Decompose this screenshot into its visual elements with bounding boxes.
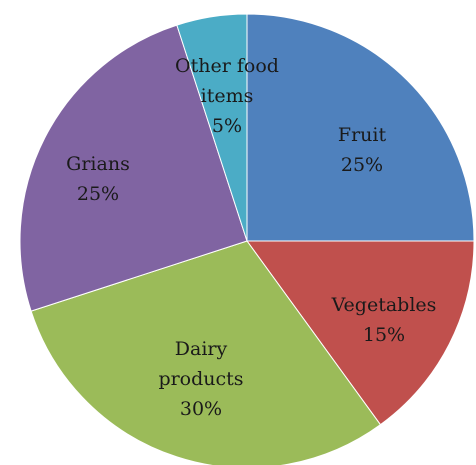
pie-slice-2 xyxy=(30,240,382,465)
pie-slice-label-4: Other food items 5% xyxy=(175,55,279,137)
pie-slice-4 xyxy=(176,13,248,242)
pie-slice-label-line: 15% xyxy=(363,324,405,346)
pie-slice-label-line: products xyxy=(158,368,243,390)
pie-slice-label-1: Vegetables 15% xyxy=(331,294,437,346)
pie-slice-3 xyxy=(19,24,248,312)
pie-slice-label-line: Fruit xyxy=(338,124,387,146)
pie-labels: Fruit 25% Vegetables 15% Dairy products 30% Gri… xyxy=(66,55,436,420)
pie-slice-label-line: 5% xyxy=(212,115,242,137)
pie-slice-0 xyxy=(246,13,475,242)
pie-slice-label-line: 25% xyxy=(77,183,119,205)
pie-slice-label-line: Other food xyxy=(175,55,279,77)
pie-slice-label-3: Grians 25% xyxy=(66,153,130,205)
pie-slice-label-line: Dairy xyxy=(175,338,228,360)
pie-slice-label-2: Dairy products 30% xyxy=(158,338,243,420)
pie-slice-label-line: Grians xyxy=(66,153,130,175)
pie-slice-label-0: Fruit 25% xyxy=(338,124,387,176)
pie-slice-label-line: Vegetables xyxy=(331,294,437,316)
pie-slice-1 xyxy=(246,240,475,426)
pie-slice-label-line: 30% xyxy=(180,398,222,420)
pie-slices xyxy=(19,13,475,465)
pie-slice-label-line: 25% xyxy=(341,154,383,176)
pie-slice-label-line: items xyxy=(201,85,254,107)
